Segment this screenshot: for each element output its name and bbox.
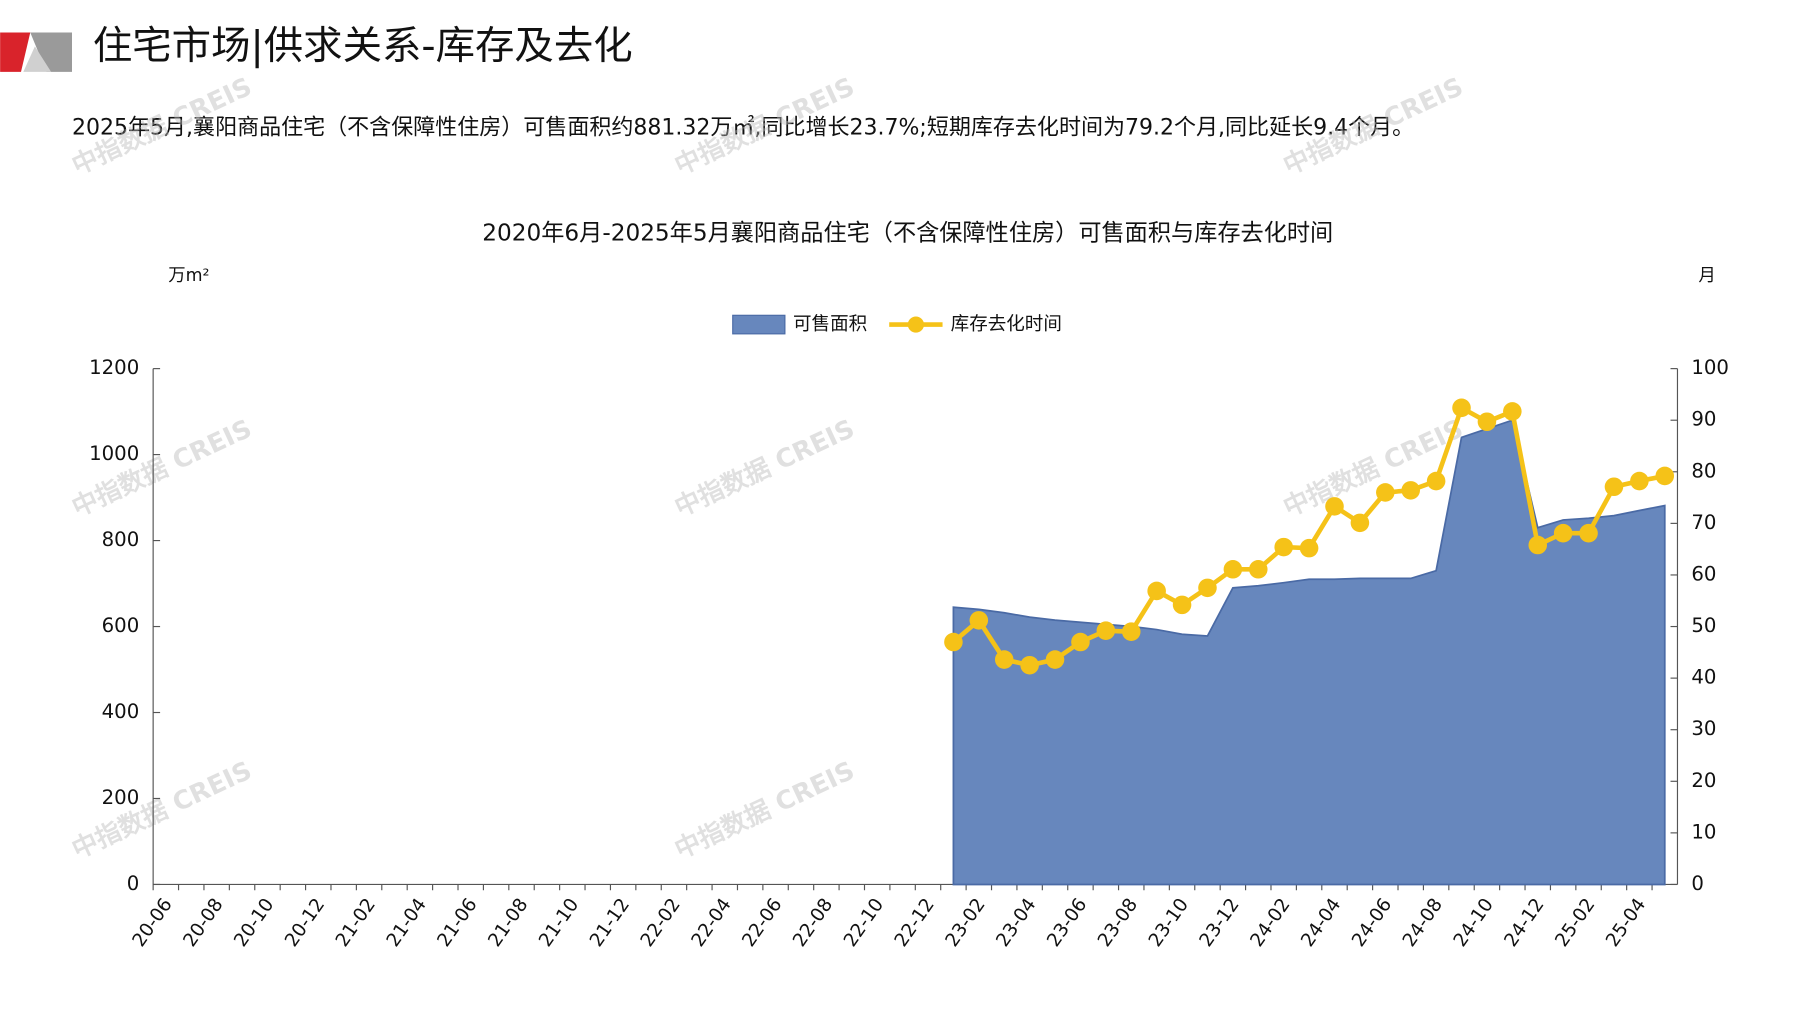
page-title: 住宅市场|供求关系-库存及去化 (93, 23, 633, 69)
x-tick-label: 22-06 (738, 895, 786, 951)
y2-tick-label: 0 (1691, 872, 1704, 895)
y2-tick-label: 20 (1691, 769, 1716, 792)
y-tick-label: 1000 (89, 442, 139, 465)
x-tick-label: 24-10 (1450, 895, 1498, 951)
line-point (1630, 471, 1649, 491)
y2-tick-label: 40 (1691, 666, 1716, 689)
x-tick-label: 21-12 (586, 895, 634, 951)
line-point (1121, 622, 1141, 641)
legend-swatch (907, 316, 925, 333)
legend-label: 可售面积 (793, 314, 867, 335)
line-point (1020, 655, 1039, 675)
y2-tick-label: 90 (1691, 408, 1716, 431)
line-point (1553, 523, 1573, 543)
area (952, 419, 1666, 886)
chart-title: 2020年6月-2025年5月襄阳商品住宅（不含保障性住房）可售面积与库存去化时… (482, 220, 1333, 247)
line-point (1299, 538, 1319, 558)
line-point (1350, 513, 1370, 533)
x-tick-label: 21-10 (535, 895, 583, 951)
line-point (1045, 650, 1065, 669)
line-point (1401, 481, 1420, 500)
x-tick-label: 21-02 (332, 895, 380, 951)
x-tick-label: 22-10 (840, 895, 888, 951)
line-point (1655, 466, 1675, 486)
line-point (1579, 523, 1598, 543)
logo-gray (30, 32, 72, 72)
logo-light (23, 46, 52, 72)
x-tick-label: 25-04 (1602, 895, 1650, 951)
x-tick-label: 21-04 (383, 895, 431, 951)
y-tick-label: 400 (102, 700, 140, 723)
x-tick-label: 23-06 (1043, 895, 1091, 951)
line-point (1528, 535, 1548, 555)
y-tick-label: 200 (102, 786, 140, 809)
legend-label: 库存去化时间 (951, 314, 1062, 335)
line-point (1223, 560, 1243, 579)
x-tick-label: 22-02 (637, 895, 685, 951)
x-tick-label: 20-06 (129, 895, 177, 951)
line-point (1477, 412, 1497, 432)
x-tick-label: 23-12 (1196, 895, 1244, 951)
x-tick-label: 20-12 (281, 895, 329, 951)
line-point (969, 611, 989, 630)
x-tick-label: 24-08 (1399, 895, 1447, 951)
line-point (994, 650, 1014, 669)
x-tick-label: 24-06 (1348, 895, 1396, 951)
y2-axis-label: 月 (1698, 266, 1715, 286)
y-tick-label: 0 (127, 872, 140, 895)
watermark: 中指数据 CREIS (670, 414, 859, 523)
line-point (1172, 595, 1192, 615)
line-point (1071, 632, 1090, 652)
line-point (1426, 471, 1446, 491)
x-tick-label: 23-08 (1094, 895, 1142, 951)
y-tick-label: 600 (102, 614, 140, 637)
line-point (1325, 497, 1344, 516)
x-tick-label: 24-04 (1297, 895, 1345, 951)
y2-tick-label: 100 (1691, 356, 1729, 379)
line-point (1376, 483, 1395, 502)
x-tick-label: 22-04 (688, 895, 736, 951)
x-tick-label: 20-08 (179, 895, 227, 951)
y-tick-label: 800 (102, 528, 140, 551)
line-point (944, 632, 963, 652)
y2-tick-label: 10 (1691, 820, 1716, 843)
watermark: 中指数据 CREIS (68, 756, 257, 865)
y-axis-label: 万m² (168, 266, 209, 286)
legend-swatch (732, 314, 786, 335)
line-point (1274, 537, 1293, 557)
x-tick-label: 24-12 (1501, 895, 1549, 951)
x-tick-label: 21-08 (484, 895, 532, 951)
x-tick-label: 22-12 (891, 895, 939, 951)
y2-tick-label: 30 (1691, 717, 1716, 740)
summary: 2025年5月,襄阳商品住宅（不含保障性住房）可售面积约881.32万㎡,同比增… (72, 115, 1414, 141)
y2-tick-label: 50 (1691, 614, 1716, 637)
y2-tick-label: 80 (1691, 459, 1716, 482)
watermark: 中指数据 CREIS (68, 414, 257, 523)
x-tick-label: 24-02 (1247, 895, 1295, 951)
x-tick-label: 25-02 (1551, 895, 1599, 951)
line-point (1198, 578, 1217, 598)
x-tick-label: 23-10 (1145, 895, 1193, 951)
x-tick-label: 23-02 (942, 895, 990, 951)
line-point (1452, 398, 1471, 418)
y2-tick-label: 70 (1691, 511, 1716, 534)
x-tick-label: 23-04 (992, 895, 1040, 951)
line-point (1147, 581, 1166, 601)
x-tick-label: 22-08 (789, 895, 837, 951)
line-point (1503, 402, 1522, 421)
y-tick-label: 1200 (89, 356, 139, 379)
y2-tick-label: 60 (1691, 562, 1716, 585)
line-point (1249, 560, 1268, 579)
x-tick-label: 21-06 (434, 895, 482, 951)
line-point (1604, 477, 1624, 497)
x-tick-label: 20-10 (230, 895, 278, 951)
line-point (1096, 621, 1116, 640)
logo-red (0, 32, 31, 72)
watermark: 中指数据 CREIS (670, 756, 859, 865)
